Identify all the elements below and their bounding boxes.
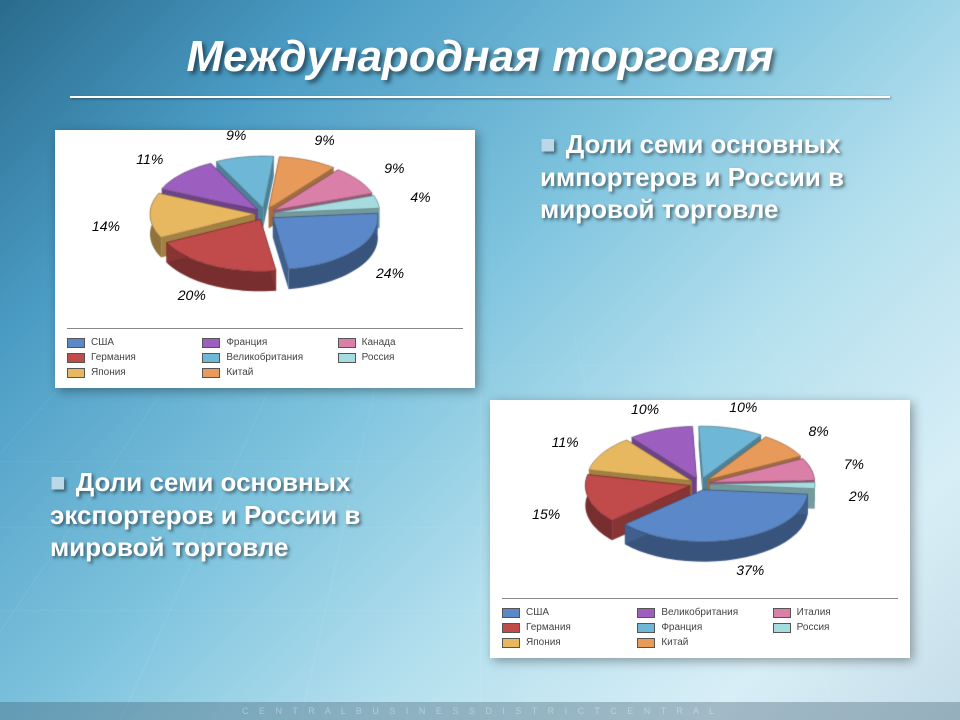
pie-canvas-bottom: [550, 408, 850, 568]
pie-slice-label: 10%: [729, 399, 757, 415]
legend-label: Великобритания: [226, 352, 303, 363]
legend-label: Франция: [226, 337, 267, 348]
legend-item: Китай: [202, 367, 327, 378]
legend-top: США Франция Канада Германия Великобритания Ро…: [67, 328, 463, 378]
pie-slice-label: 10%: [631, 401, 659, 417]
legend-swatch: [338, 338, 356, 348]
legend-swatch: [202, 338, 220, 348]
legend-item: США: [67, 337, 192, 348]
pie-slice-label: 24%: [376, 265, 404, 281]
legend-label: Великобритания: [661, 607, 738, 618]
legend-label: США: [91, 337, 114, 348]
pie-slice-label: 4%: [410, 189, 430, 205]
legend-item: Великобритания: [202, 352, 327, 363]
legend-swatch: [67, 338, 85, 348]
caption-exporters-text: Доли семи основных экспортеров и России …: [50, 467, 360, 562]
legend-label: Германия: [526, 622, 571, 633]
legend-label: США: [526, 607, 549, 618]
bullet-icon: ■: [540, 129, 556, 159]
legend-swatch: [338, 353, 356, 363]
caption-importers: ■Доли семи основных импортеров и России …: [540, 128, 940, 226]
pie-slice-label: 8%: [808, 423, 828, 439]
legend-swatch: [637, 623, 655, 633]
legend-item: Италия: [773, 607, 898, 618]
legend-item: США: [502, 607, 627, 618]
legend-swatch: [637, 608, 655, 618]
pie-slice-label: 2%: [849, 488, 869, 504]
legend-label: Россия: [797, 622, 830, 633]
chart-importers: 24% 20% 14% 11% 9% 9% 9% 4% США Франция Канада Гер…: [55, 130, 475, 388]
legend-swatch: [202, 368, 220, 378]
legend-item: Франция: [202, 337, 327, 348]
legend-swatch: [773, 623, 791, 633]
legend-swatch: [773, 608, 791, 618]
pie-slice-label: 7%: [844, 456, 864, 472]
legend-label: Китай: [661, 637, 688, 648]
pie-area-top: 24% 20% 14% 11% 9% 9% 9% 4%: [55, 130, 475, 300]
legend-item: [338, 367, 463, 378]
legend-swatch: [502, 638, 520, 648]
legend-item: Россия: [773, 622, 898, 633]
legend-label: Япония: [526, 637, 561, 648]
legend-item: Китай: [637, 637, 762, 648]
legend-label: Франция: [661, 622, 702, 633]
pie-slice-label: 20%: [178, 287, 206, 303]
legend-item: Германия: [502, 622, 627, 633]
pie-slice-label: 11%: [136, 151, 163, 167]
pie-slice-label: 37%: [736, 562, 764, 578]
legend-swatch: [502, 623, 520, 633]
legend-label: Германия: [91, 352, 136, 363]
pie-slice-label: 14%: [92, 218, 120, 234]
pie-slice-label: 15%: [532, 506, 560, 522]
caption-exporters: ■Доли семи основных экспортеров и России…: [50, 466, 470, 564]
legend-item: Япония: [502, 637, 627, 648]
pie-area-bottom: 37%15%11%10%10%8%7%2%: [490, 400, 910, 570]
legend-label: Япония: [91, 367, 126, 378]
pie-slice-label: 11%: [552, 434, 579, 450]
legend-label: Россия: [362, 352, 395, 363]
chart-exporters: 37% 15% 11% 10% 10% 8% 7% 2% США Великобритания И…: [490, 400, 910, 658]
legend-swatch: [67, 368, 85, 378]
pie-slice-label: 9%: [384, 160, 404, 176]
legend-swatch: [637, 638, 655, 648]
legend-item: Франция: [637, 622, 762, 633]
page-title: Международная торговля: [0, 32, 960, 82]
legend-label: Китай: [226, 367, 253, 378]
title-underline: [70, 96, 890, 98]
pie-slice-label: 9%: [314, 132, 334, 148]
legend-swatch: [67, 353, 85, 363]
bullet-icon: ■: [50, 467, 66, 497]
legend-item: Германия: [67, 352, 192, 363]
legend-item: Россия: [338, 352, 463, 363]
legend-bottom: США Великобритания Италия Германия Франция Ро…: [502, 598, 898, 648]
caption-importers-text: Доли семи основных импортеров и России в…: [540, 129, 844, 224]
legend-item: Великобритания: [637, 607, 762, 618]
legend-item: Канада: [338, 337, 463, 348]
legend-swatch: [502, 608, 520, 618]
legend-label: Канада: [362, 337, 396, 348]
legend-item: [773, 637, 898, 648]
legend-label: Италия: [797, 607, 831, 618]
pie-slice-label: 9%: [226, 127, 246, 143]
legend-swatch: [202, 353, 220, 363]
legend-item: Япония: [67, 367, 192, 378]
footer-strip: C E N T R A L B U S I N E S S D I S T R …: [0, 702, 960, 720]
